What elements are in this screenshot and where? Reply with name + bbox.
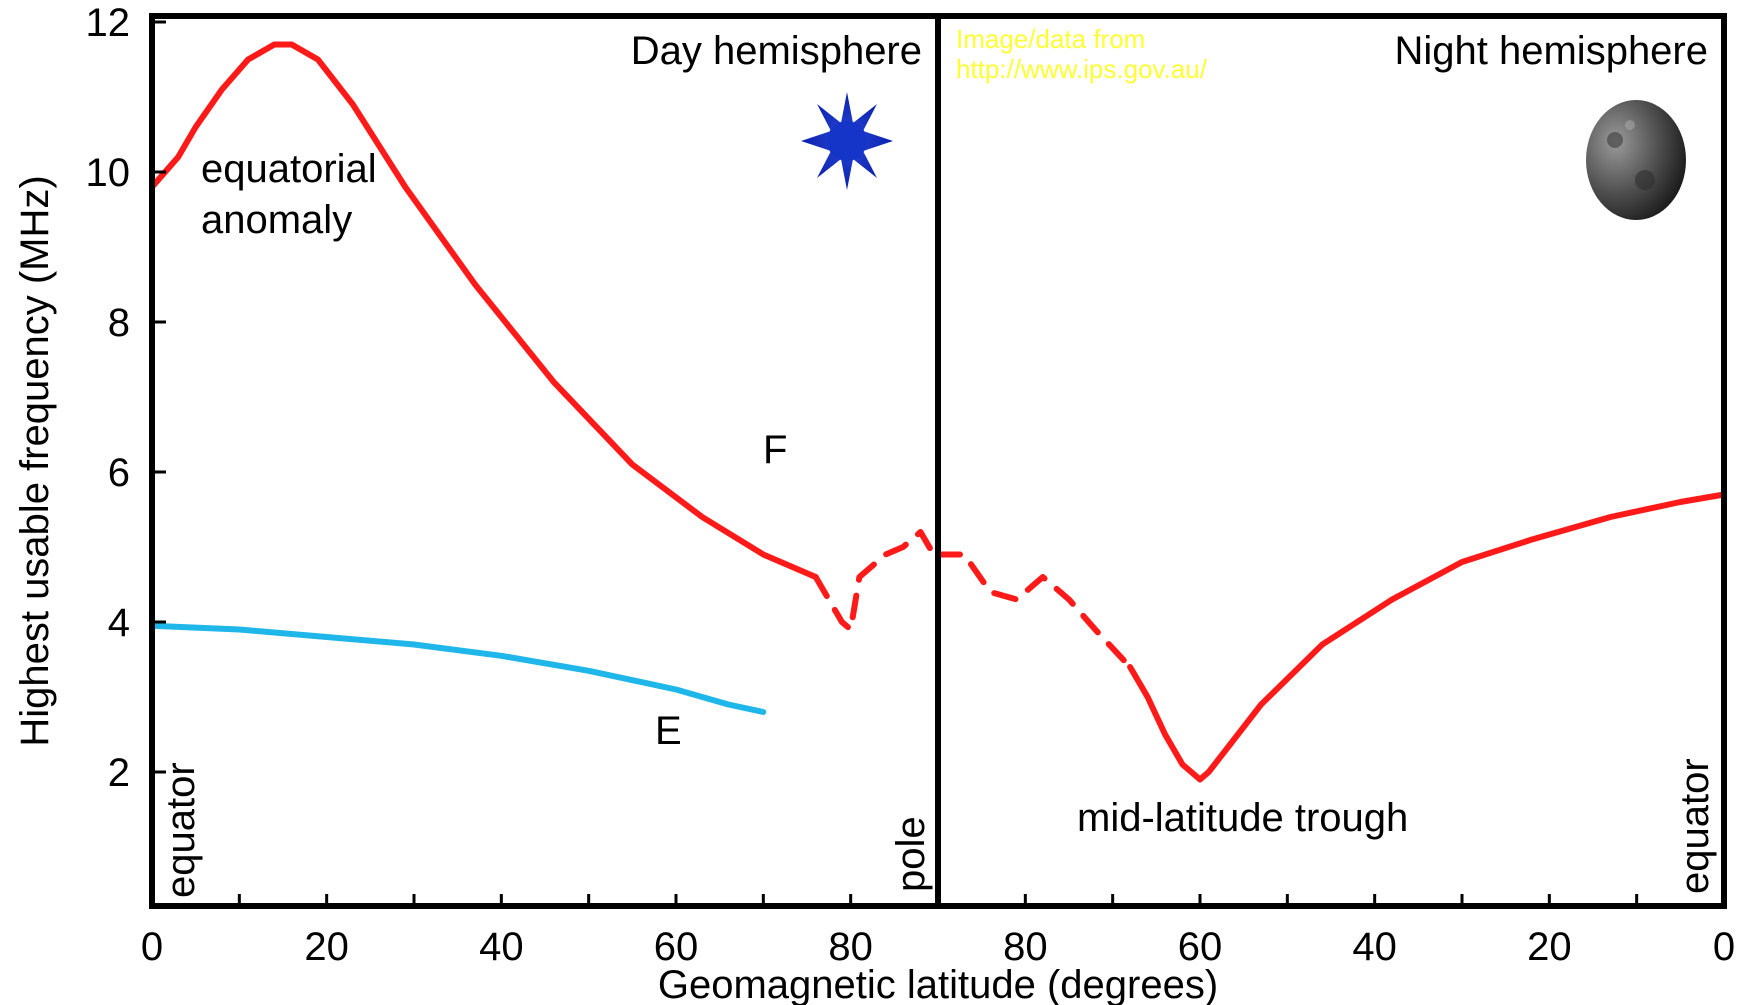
credit-line-1: Image/data from bbox=[956, 24, 1145, 54]
tick-layer: 2 4 6 8 10 12 0 20 40 60 80 80 60 40 20 0 bbox=[86, 1, 1736, 969]
day-x-tick-label-20: 20 bbox=[304, 925, 349, 969]
night-panel-frame bbox=[935, 13, 1727, 909]
night-x-tick-label-60: 60 bbox=[1178, 925, 1223, 969]
equator-left-label: equator bbox=[159, 762, 203, 898]
series-f-line-2 bbox=[812, 529, 941, 633]
series-f-line-1 bbox=[149, 41, 819, 580]
night-x-tick-label-0: 0 bbox=[1713, 925, 1735, 969]
equatorial-anomaly-label-line1: equatorial bbox=[201, 147, 377, 191]
night-x-tick-label-40: 40 bbox=[1352, 925, 1397, 969]
day-x-tick-label-80: 80 bbox=[828, 925, 873, 969]
day-x-tick-label-60: 60 bbox=[654, 925, 699, 969]
series-f-line-4 bbox=[1127, 491, 1727, 783]
series-layer bbox=[149, 41, 1727, 783]
e-layer-label: E bbox=[655, 709, 682, 753]
y-tick-label-10: 10 bbox=[86, 151, 131, 195]
trough-label: mid-latitude trough bbox=[1077, 796, 1408, 840]
day-x-tick-label-0: 0 bbox=[141, 925, 163, 969]
sun-icon bbox=[801, 92, 893, 190]
equator-right-label: equator bbox=[1673, 758, 1717, 894]
y-tick-label-8: 8 bbox=[108, 301, 130, 345]
equatorial-anomaly-label-line2: anomaly bbox=[201, 198, 352, 242]
pole-label: pole bbox=[889, 816, 933, 892]
y-tick-label-12: 12 bbox=[86, 1, 131, 45]
moon-icon bbox=[1586, 100, 1686, 220]
night-panel-title: Night hemisphere bbox=[1395, 29, 1709, 73]
credit-line-2: http://www.ips.gov.au/ bbox=[956, 54, 1208, 84]
series-e-line-1 bbox=[149, 622, 767, 715]
x-axis-title: Geomagnetic latitude (degrees) bbox=[658, 963, 1218, 1005]
night-x-tick-label-80: 80 bbox=[1003, 925, 1048, 969]
y-axis-title: Highest usable frequency (MHz) bbox=[13, 175, 57, 746]
f-layer-label: F bbox=[763, 428, 787, 472]
y-tick-label-2: 2 bbox=[108, 751, 130, 795]
day-panel-title: Day hemisphere bbox=[631, 29, 922, 73]
night-x-tick-label-20: 20 bbox=[1527, 925, 1572, 969]
y-tick-label-6: 6 bbox=[108, 451, 130, 495]
y-tick-label-4: 4 bbox=[108, 601, 130, 645]
series-f-line-3 bbox=[935, 551, 1134, 670]
day-x-tick-label-40: 40 bbox=[479, 925, 524, 969]
